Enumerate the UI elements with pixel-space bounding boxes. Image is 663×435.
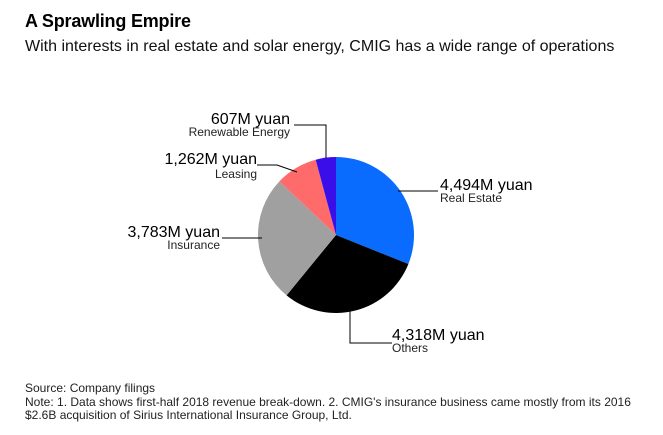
chart-footer: Source: Company filings Note: 1. Data sh… [25,381,645,423]
slice-value-label: 4,494M yuan [440,177,533,194]
slice-category-label: Renewable Energy [189,125,290,139]
slice-value-label: 3,783M yuan [127,224,220,241]
pie-slice-renewable-energy [315,157,336,235]
chart-subtitle: With interests in real estate and solar … [25,38,615,55]
leader-line [349,305,392,344]
leader-line [294,124,327,158]
slice-value-label: 4,318M yuan [392,327,485,344]
slice-category-label: Others [392,341,428,355]
footnote: Note: 1. Data shows first-half 2018 reve… [25,394,631,422]
slice-category-label: Insurance [167,238,220,252]
slice-value-label: 1,262M yuan [164,151,257,168]
pie-slice-leasing [279,159,336,235]
leader-line [257,164,298,173]
source-note: Source: Company filings [25,381,156,395]
slice-value-label: 607M yuan [211,111,290,128]
pie-slice-others [286,235,409,314]
slice-category-label: Real Estate [440,191,502,205]
slice-category-label: Leasing [215,167,257,181]
pie-slice-insurance [257,181,336,296]
chart-title: A Sprawling Empire [25,11,191,31]
pie-slice-real-estate [336,157,415,265]
